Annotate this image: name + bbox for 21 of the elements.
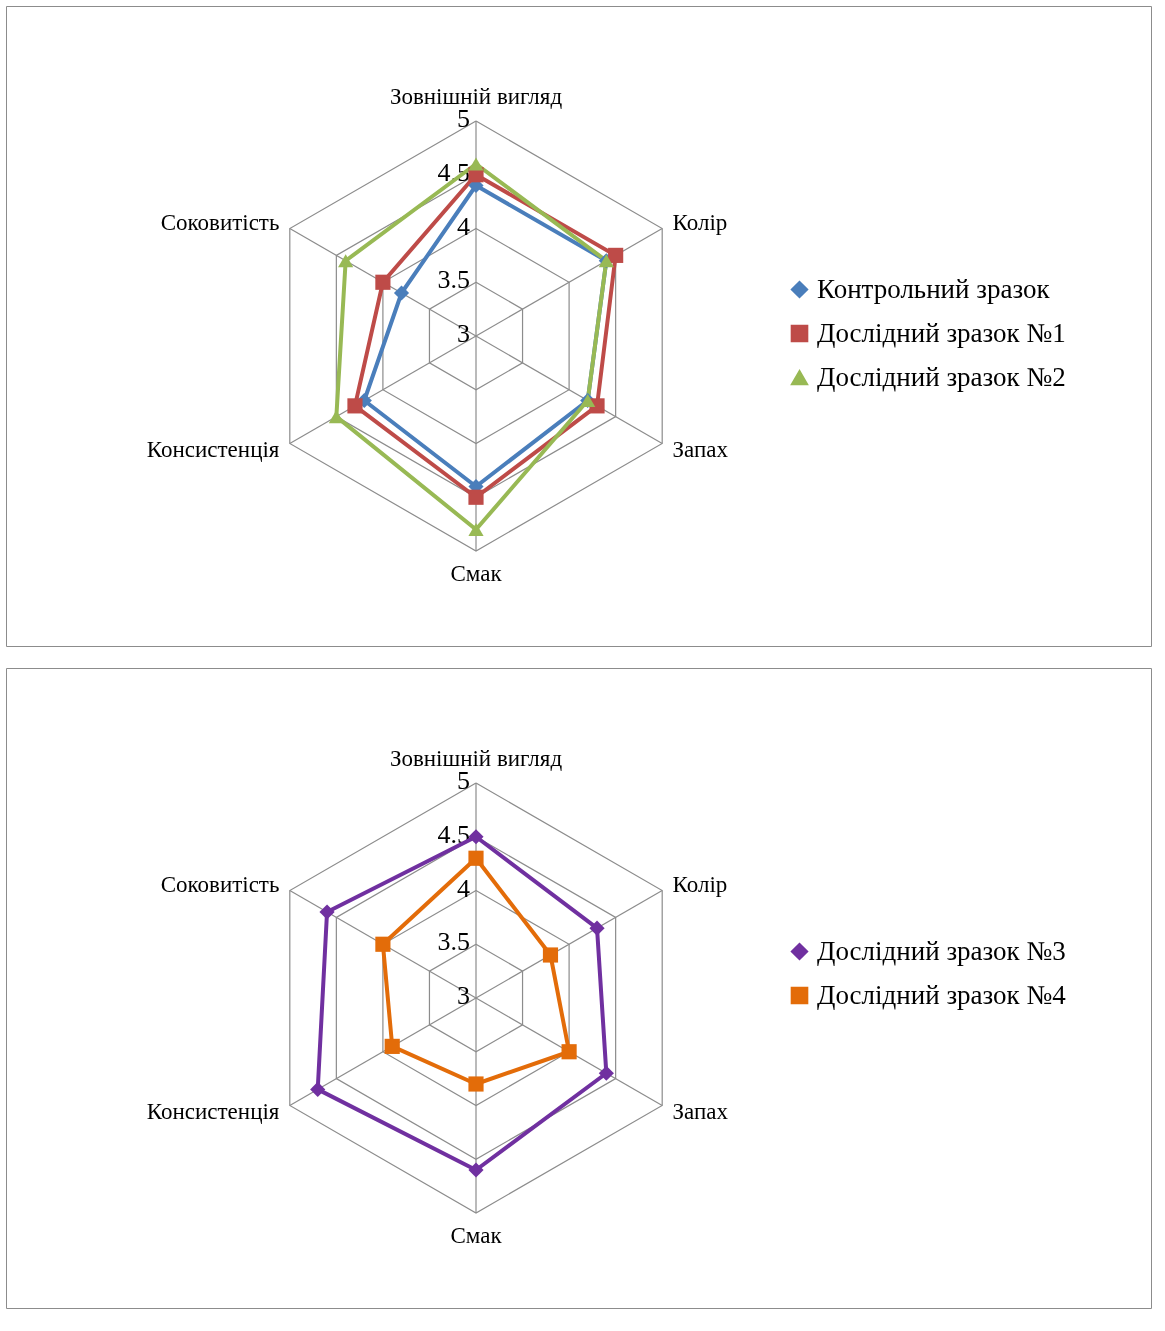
spoke-label: Колір [672, 209, 728, 235]
y-tick-label: 3.5 [437, 265, 470, 295]
spoke-label: Соковитість [160, 871, 280, 897]
legend-label: Дослідний зразок №1 [817, 317, 1066, 348]
y-tick-label: 3.5 [437, 927, 470, 957]
spoke-label: Смак [450, 1223, 503, 1248]
spoke-label: Запах [672, 436, 729, 462]
spoke-label: Консистенція [146, 1098, 280, 1124]
spoke-label: Смак [450, 561, 503, 586]
y-tick-label: 3 [457, 319, 470, 348]
spoke-label: Колір [672, 871, 728, 897]
spoke-label: Соковитість [160, 209, 280, 235]
spoke-label: Запах [672, 1098, 729, 1124]
y-tick-label: 4 [457, 211, 470, 241]
y-tick-label: 3 [457, 981, 470, 1010]
spoke-label: Консистенція [146, 436, 280, 462]
legend-label: Контрольний зразок [817, 273, 1051, 304]
legend-label: Дослідний зразок №3 [817, 935, 1066, 966]
legend-label: Дослідний зразок №2 [817, 361, 1066, 392]
y-tick-label: 4 [457, 873, 470, 903]
legend-label: Дослідний зразок №4 [817, 979, 1067, 1010]
